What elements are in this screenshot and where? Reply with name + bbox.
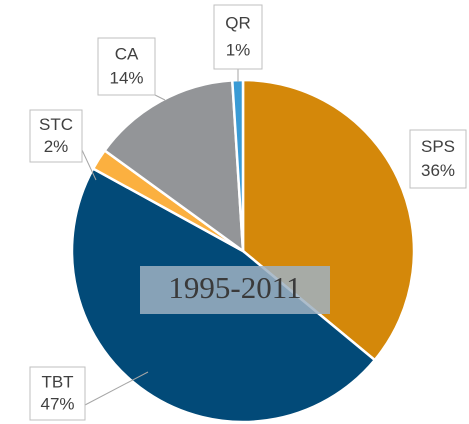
annotation: 1995-2011 (168, 270, 301, 305)
value-label: 1% (226, 41, 251, 60)
pie-slice (102, 79, 245, 254)
value-label: 47% (40, 395, 74, 414)
category-label: QR (225, 14, 251, 33)
annotation-box (140, 266, 330, 314)
category-label: STC (39, 115, 73, 134)
value-label: 14% (109, 69, 143, 88)
pie-slice (241, 78, 416, 362)
label-box (213, 4, 263, 70)
label-box (409, 129, 467, 189)
label-box (29, 366, 86, 421)
category-label: SPS (421, 137, 455, 156)
category-label: CA (115, 45, 139, 64)
leader-line (154, 94, 166, 101)
category-label: TBT (41, 372, 73, 391)
value-label: 2% (44, 137, 69, 156)
leader-line (81, 149, 97, 181)
label-box (97, 37, 156, 96)
label-box (29, 109, 83, 163)
leader-line (84, 371, 149, 406)
pie (70, 78, 416, 424)
value-label: 36% (421, 161, 455, 180)
